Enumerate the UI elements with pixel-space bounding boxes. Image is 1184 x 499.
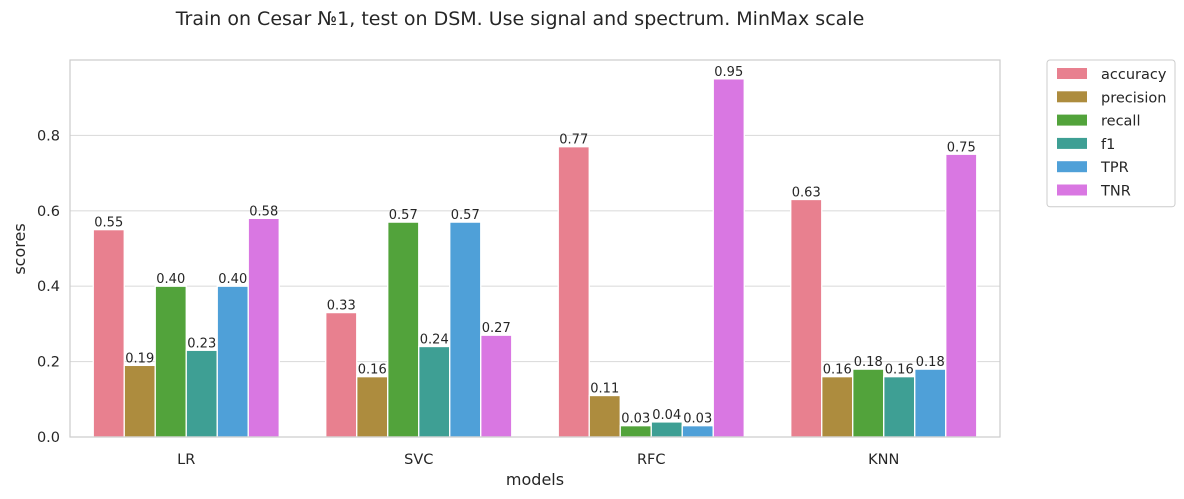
legend-swatch-precision (1057, 91, 1087, 103)
data-labels: 0.55 0.19 0.40 0.23 0.40 0.58 0.33 0.16 0.57 0.24… (94, 65, 975, 427)
bar-accuracy (92, 228, 125, 438)
data-label: 0.04 (652, 408, 681, 423)
y-tick-label: 0.6 (37, 204, 60, 220)
y-tick-label: 0.4 (37, 279, 60, 295)
data-label: 0.11 (590, 382, 619, 397)
data-label: 0.18 (916, 355, 945, 370)
chart-title: Train on Cesar №1, test on DSM. Use sign… (175, 8, 865, 30)
data-label: 0.55 (94, 216, 123, 231)
y-tick-label: 0.0 (37, 430, 60, 446)
x-tick-label: KNN (868, 452, 899, 468)
bar-f1 (418, 345, 451, 438)
bar-precision (588, 394, 621, 438)
legend-label-precision: precision (1101, 90, 1166, 106)
data-label: 0.27 (482, 321, 511, 336)
x-tick-label: SVC (404, 452, 433, 468)
bar-precision (123, 364, 156, 438)
data-label: 0.19 (125, 351, 154, 366)
bar-f1 (883, 376, 916, 438)
bar-TNR (712, 78, 745, 438)
bar-accuracy (325, 311, 358, 438)
legend-swatch-TPR (1057, 161, 1087, 173)
plot-frame (69, 59, 1001, 438)
y-tick-label: 0.8 (37, 128, 60, 144)
data-label: 0.95 (714, 65, 743, 80)
data-label: 0.77 (559, 133, 588, 148)
y-ticks: 0.0 0.2 0.4 0.6 0.8 (37, 128, 60, 446)
y-tick-label: 0.2 (37, 355, 60, 371)
legend-swatch-TNR (1057, 184, 1087, 196)
data-label: 0.75 (947, 140, 976, 155)
bar-precision (356, 376, 389, 438)
bar-recall (619, 425, 652, 438)
bar-accuracy (790, 198, 823, 438)
data-label: 0.16 (823, 363, 852, 378)
legend-label-TPR: TPR (1100, 160, 1129, 176)
data-label: 0.18 (854, 355, 883, 370)
x-ticks: LR SVC RFC KNN (177, 452, 899, 468)
bar-recall (852, 368, 885, 438)
data-label: 0.16 (885, 363, 914, 378)
bar-recall (154, 285, 187, 438)
legend-label-accuracy: accuracy (1101, 67, 1167, 83)
data-label: 0.23 (187, 336, 216, 351)
data-label: 0.16 (358, 363, 387, 378)
legend-label-recall: recall (1101, 114, 1140, 130)
bar-TPR (914, 368, 947, 438)
data-label: 0.58 (249, 204, 278, 219)
data-label: 0.57 (389, 208, 418, 223)
legend-swatch-f1 (1057, 137, 1087, 149)
data-label: 0.57 (451, 208, 480, 223)
y-axis-label: scores (10, 223, 29, 274)
bar-TNR (247, 217, 280, 438)
bar-recall (387, 221, 420, 438)
bar-f1 (650, 421, 683, 438)
x-tick-label: LR (177, 452, 195, 468)
bar-TPR (681, 425, 714, 438)
bar-TPR (216, 285, 249, 438)
x-axis-label: models (506, 470, 564, 489)
gridlines (70, 134, 1000, 363)
data-label: 0.03 (621, 412, 650, 427)
bar-TNR (945, 153, 978, 438)
data-label: 0.63 (792, 185, 821, 200)
bars (92, 78, 978, 438)
bar-TPR (449, 221, 482, 438)
bar-precision (821, 376, 854, 438)
legend-swatch-recall (1057, 114, 1087, 126)
data-label: 0.33 (327, 299, 356, 314)
legend-label-TNR: TNR (1100, 184, 1131, 200)
data-label: 0.03 (683, 412, 712, 427)
bar-f1 (185, 349, 218, 438)
bar-accuracy (557, 146, 590, 438)
legend-swatch-accuracy (1057, 68, 1087, 79)
x-tick-label: RFC (637, 452, 666, 468)
legend: accuracy precision recall f1 TPR TNR (1046, 59, 1176, 208)
data-label: 0.40 (218, 272, 247, 287)
data-label: 0.40 (156, 272, 185, 287)
data-label: 0.24 (420, 333, 449, 348)
bar-TNR (480, 334, 513, 438)
legend-label-f1: f1 (1101, 137, 1115, 153)
